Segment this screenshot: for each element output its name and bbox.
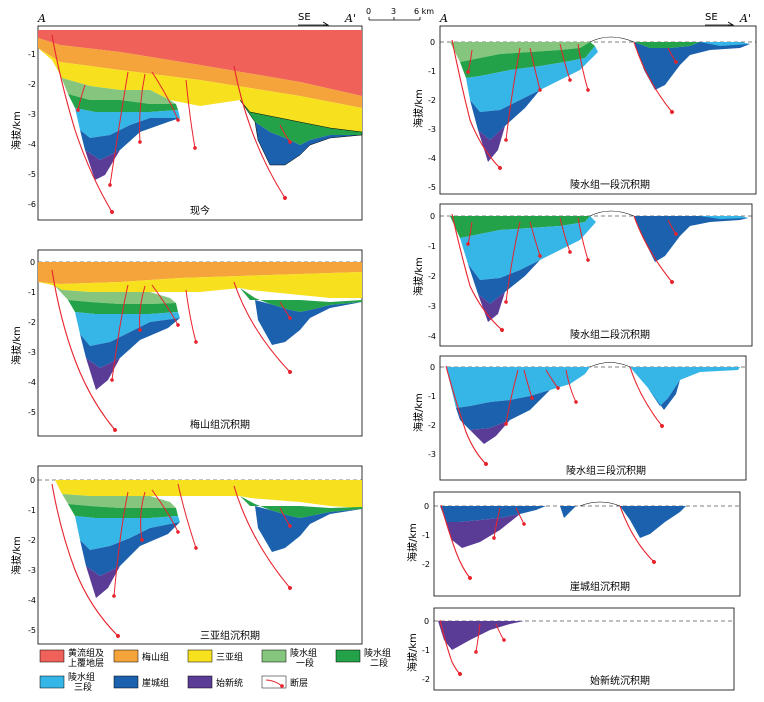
legend-item-ls2: 陵水组 二段 (335, 647, 391, 669)
ls3-tick-1: -1 (428, 392, 436, 401)
meishan-tick-4: -4 (28, 378, 36, 387)
right-a-label: A' (344, 12, 356, 25)
svg-text:上覆地层: 上覆地层 (68, 657, 104, 669)
svg-text:二段: 二段 (370, 657, 388, 669)
ls1-tick-4: -4 (428, 154, 436, 163)
svg-text:黄流组及: 黄流组及 (68, 647, 104, 659)
svg-text:始新统: 始新统 (216, 677, 243, 689)
scale-label-0: 0 (366, 7, 371, 16)
panel-meishan: 0 -1 -2 -3 -4 -5 海拔/km 梅山组沉积期 (10, 249, 363, 437)
ls1-tick-5: -5 (428, 183, 436, 192)
meishan-tick-5: -5 (28, 408, 36, 417)
legend-item-sanya: 三亚组 (187, 649, 243, 663)
yacheng-caption: 崖城组沉积期 (570, 580, 630, 593)
present-y-axis-label: 海拔/km (10, 111, 23, 150)
scale-label-6: 6 km (414, 7, 434, 16)
ls3-tick-2: -2 (428, 421, 436, 430)
panel-ls3: 0 -1 -2 -3 海拔/km 陵水组三段沉积期 (412, 355, 747, 481)
ls2-tick-2: -2 (428, 272, 436, 281)
present-tick-1: -1 (28, 50, 36, 59)
yacheng-tick-0: 0 (424, 502, 429, 511)
ls2-tick-3: -3 (428, 302, 436, 311)
sanya-tick-2: -2 (28, 536, 36, 545)
meishan-tick-1: -1 (28, 288, 36, 297)
present-tick-6: -6 (28, 200, 36, 209)
legend-item-ls3: 陵水组 三段 (39, 671, 95, 693)
shixin-tick-0: 0 (424, 617, 429, 626)
shixin-caption: 始新统沉积期 (590, 674, 650, 687)
present-tick-3: -3 (28, 110, 36, 119)
panel-ls1: 0 -1 -2 -3 -4 -5 海拔/km 陵水组一段沉积期 (412, 25, 757, 195)
ls1-tick-2: -2 (428, 96, 436, 105)
panel-shixin: 0 -1 -2 海拔/km 始新统沉积期 (406, 607, 735, 691)
panel-ls2: 0 -1 -2 -3 -4 海拔/km 陵水组二段沉积期 (412, 203, 753, 347)
legend-item-huangliu: 黄流组及 上覆地层 (39, 647, 104, 669)
present-tick-4: -4 (28, 140, 36, 149)
svg-text:崖城组: 崖城组 (142, 677, 169, 689)
meishan-tick-3: -3 (28, 348, 36, 357)
svg-text:陵水组: 陵水组 (364, 647, 391, 659)
legend-item-yacheng: 崖城组 (113, 675, 169, 689)
legend-item-meishan: 梅山组 (113, 649, 169, 663)
ls2-tick-0: 0 (430, 212, 435, 221)
svg-text:断层: 断层 (290, 677, 308, 689)
ls2-caption: 陵水组二段沉积期 (570, 328, 650, 341)
sanya-tick-3: -3 (28, 566, 36, 575)
ls1-y-axis-label: 海拔/km (412, 89, 425, 128)
sanya-y-axis-label: 海拔/km (10, 536, 23, 575)
shixin-tick-1: -1 (422, 646, 430, 655)
meishan-y-axis-label: 海拔/km (10, 326, 23, 365)
ls2-tick-4: -4 (428, 332, 436, 341)
legend: 黄流组及 上覆地层 梅山组 三亚组 陵水组 一段 陵水组 二段 陵水组 三段 (39, 647, 391, 693)
right-col-left-a-label: A (439, 12, 448, 25)
present-caption: 现今 (190, 204, 210, 217)
ls1-tick-1: -1 (428, 67, 436, 76)
panel-present: -1 -2 -3 -4 -5 -6 海拔/km 现今 (10, 25, 363, 221)
yacheng-y-axis-label: 海拔/km (406, 523, 419, 562)
ls3-y-axis-label: 海拔/km (412, 393, 425, 432)
ls3-tick-3: -3 (428, 450, 436, 459)
sanya-tick-0: 0 (30, 476, 35, 485)
legend-item-shixin: 始新统 (187, 675, 243, 689)
sanya-tick-1: -1 (28, 506, 36, 515)
scale-bar: 0 3 6 km (366, 7, 434, 21)
meishan-caption: 梅山组沉积期 (190, 418, 250, 431)
right-col-right-a-label: A' (739, 12, 751, 25)
yacheng-tick-1: -1 (422, 531, 430, 540)
ls2-y-axis-label: 海拔/km (412, 257, 425, 296)
svg-text:陵水组: 陵水组 (290, 647, 317, 659)
svg-text:梅山组: 梅山组 (142, 651, 169, 663)
svg-text:三段: 三段 (74, 681, 92, 693)
sanya-tick-4: -4 (28, 596, 36, 605)
shixin-y-axis-label: 海拔/km (406, 633, 419, 672)
legend-item-ls1: 陵水组 一段 (261, 647, 317, 669)
ls1-tick-0: 0 (430, 38, 435, 47)
svg-text:陵水组: 陵水组 (68, 671, 95, 683)
ls3-caption: 陵水组三段沉积期 (566, 464, 646, 477)
panel-yacheng: 0 -1 -2 海拔/km 崖城组沉积期 (406, 491, 741, 597)
ls1-caption: 陵水组一段沉积期 (570, 178, 650, 191)
se-arrowhead-icon (322, 21, 330, 26)
panel-sanya: 0 -1 -2 -3 -4 -5 海拔/km 三亚组沉积期 (10, 465, 363, 645)
meishan-tick-2: -2 (28, 318, 36, 327)
sanya-tick-5: -5 (28, 626, 36, 635)
present-tick-2: -2 (28, 80, 36, 89)
ls2-tick-1: -1 (428, 242, 436, 251)
present-tick-5: -5 (28, 170, 36, 179)
left-a-label: A (37, 12, 46, 25)
svg-text:三亚组: 三亚组 (216, 651, 243, 663)
se-label: SE (298, 12, 311, 23)
svg-text:一段: 一段 (296, 657, 314, 669)
yacheng-tick-2: -2 (422, 560, 430, 569)
sanya-caption: 三亚组沉积期 (200, 629, 260, 642)
right-col-se-label: SE (705, 12, 718, 23)
fault-icon (265, 679, 284, 688)
ls3-tick-0: 0 (430, 363, 435, 372)
legend-item-fault: 断层 (261, 675, 308, 689)
scale-label-3: 3 (391, 7, 396, 16)
meishan-tick-0: 0 (30, 258, 35, 267)
ls1-tick-3: -3 (428, 125, 436, 134)
shixin-tick-2: -2 (422, 675, 430, 684)
